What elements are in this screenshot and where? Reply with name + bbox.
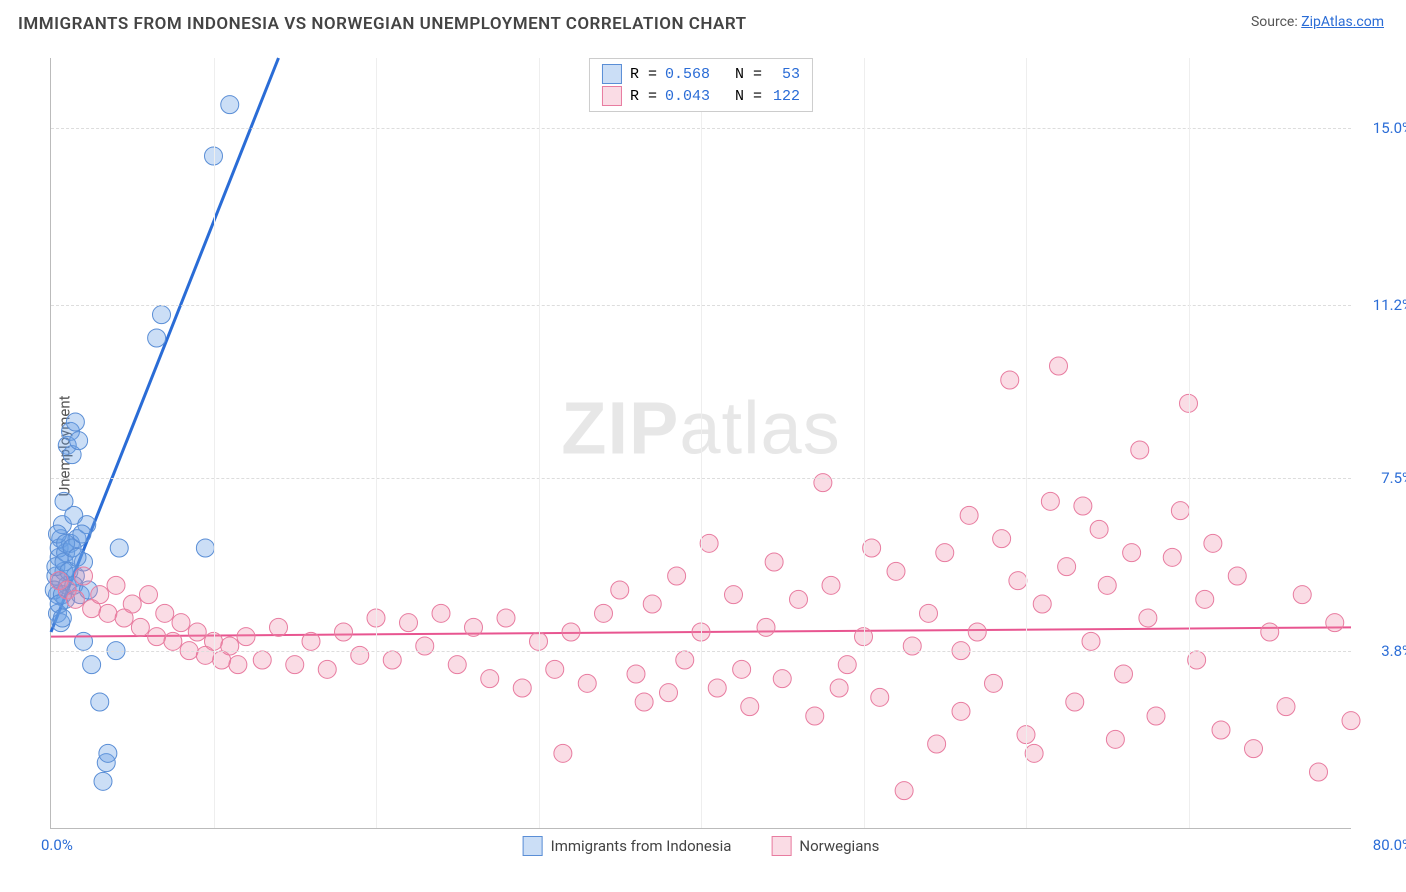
legend-stats-box: R = 0.568 N = 53 R = 0.043 N = 122 xyxy=(589,58,813,112)
x-axis-max-label: 80.0% xyxy=(1373,836,1406,854)
source-attribution: Source: ZipAtlas.com xyxy=(1251,14,1384,30)
chart-plot-area: ZIPatlas R = 0.568 N = 53 R = 0.043 N = … xyxy=(50,58,1351,829)
swatch-series-1-bottom xyxy=(523,836,543,856)
swatch-series-1 xyxy=(602,64,622,84)
y-tick-label: 15.0% xyxy=(1373,119,1406,137)
legend-series-box: Immigrants from Indonesia Norwegians xyxy=(523,836,880,856)
r-value-1: 0.568 xyxy=(665,66,710,83)
legend-stats-row-2: R = 0.043 N = 122 xyxy=(602,85,800,107)
chart-title: IMMIGRANTS FROM INDONESIA VS NORWEGIAN U… xyxy=(18,14,747,34)
legend-item-2: Norwegians xyxy=(771,836,879,856)
n-value-1: 53 xyxy=(770,66,800,83)
y-tick-label: 7.5% xyxy=(1381,469,1406,487)
legend-item-1: Immigrants from Indonesia xyxy=(523,836,732,856)
y-tick-label: 3.8% xyxy=(1381,642,1406,660)
swatch-series-2 xyxy=(602,86,622,106)
x-axis-min-label: 0.0% xyxy=(41,836,73,854)
r-value-2: 0.043 xyxy=(665,88,710,105)
legend-stats-row-1: R = 0.568 N = 53 xyxy=(602,63,800,85)
swatch-series-2-bottom xyxy=(771,836,791,856)
source-link[interactable]: ZipAtlas.com xyxy=(1301,14,1384,30)
n-value-2: 122 xyxy=(770,88,800,105)
y-tick-label: 11.2% xyxy=(1373,296,1406,314)
